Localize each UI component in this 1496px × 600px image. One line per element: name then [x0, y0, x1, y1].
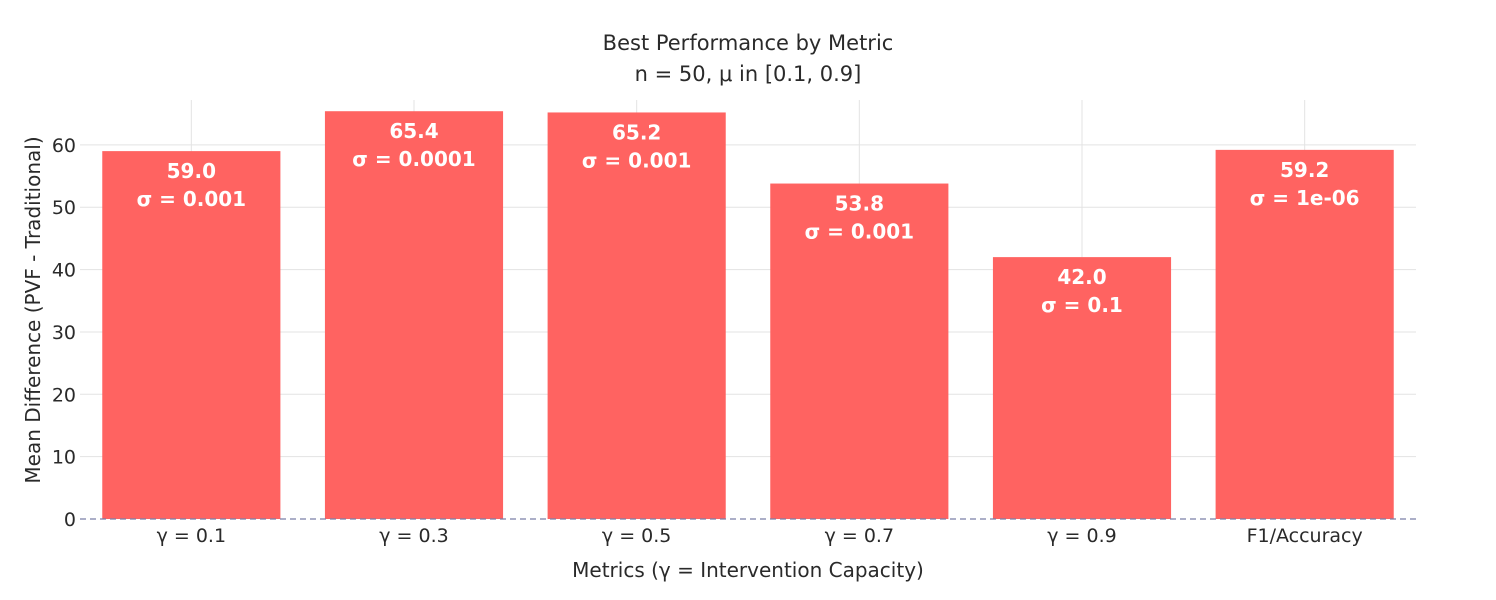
bar-value-label: 59.2 [1280, 158, 1329, 182]
chart-title: Best Performance by Metric [603, 31, 894, 55]
bar-sigma-label: σ = 0.1 [1041, 293, 1123, 317]
x-tick-label: γ = 0.1 [157, 525, 226, 547]
y-tick-label: 10 [52, 447, 76, 469]
bar [770, 183, 949, 519]
bar [1215, 149, 1394, 519]
y-tick-label: 30 [52, 322, 76, 344]
bar-value-label: 65.2 [612, 120, 661, 144]
bar-label-layer: 59.0 σ = 0.001 65.4 σ = 0.0001 65.2 σ = 0.001… [137, 119, 1360, 317]
bar-sigma-label: σ = 1e-06 [1250, 186, 1360, 210]
bar-sigma-label: σ = 0.001 [805, 220, 915, 244]
y-tick-label: 20 [52, 384, 76, 406]
bar [992, 257, 1172, 519]
y-tick-label: 0 [64, 509, 76, 531]
bar-sigma-label: σ = 0.0001 [352, 147, 475, 171]
bar-sigma-label: σ = 0.001 [137, 187, 247, 211]
y-tick-label: 40 [52, 260, 76, 282]
x-tick-label: γ = 0.7 [825, 525, 894, 547]
y-tick-layer: 0 10 20 30 40 50 60 [52, 135, 76, 531]
x-tick-label: F1/Accuracy [1247, 525, 1363, 547]
bar-value-label: 42.0 [1057, 265, 1106, 289]
bar [324, 111, 504, 519]
x-tick-layer: γ = 0.1 γ = 0.3 γ = 0.5 γ = 0.7 γ = 0.9 F1/Ac… [157, 525, 1363, 547]
x-axis-title: Metrics (γ = Intervention Capacity) [572, 558, 924, 582]
bar-layer [102, 111, 1394, 519]
x-tick-label: γ = 0.5 [602, 525, 671, 547]
x-tick-label: γ = 0.3 [379, 525, 448, 547]
chart-subtitle: n = 50, μ in [0.1, 0.9] [635, 62, 862, 86]
y-axis-title: Mean Difference (PVF - Traditional) [21, 136, 45, 483]
bar-value-label: 53.8 [835, 192, 884, 216]
bar-value-label: 59.0 [167, 159, 216, 183]
y-tick-label: 60 [52, 135, 76, 157]
y-tick-label: 50 [52, 197, 76, 219]
bar [547, 112, 726, 519]
x-tick-label: γ = 0.9 [1047, 525, 1116, 547]
bar [102, 151, 281, 519]
bar-value-label: 65.4 [389, 119, 438, 143]
bar-sigma-label: σ = 0.001 [582, 148, 692, 172]
